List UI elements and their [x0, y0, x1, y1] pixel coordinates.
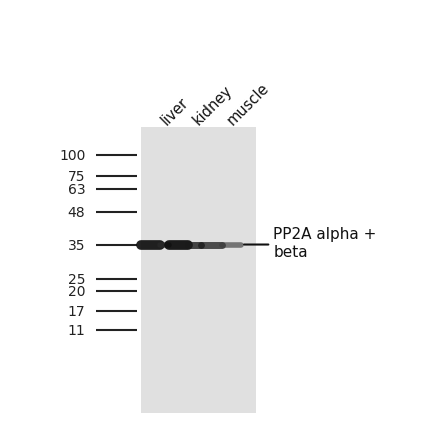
Text: 35: 35	[68, 238, 85, 252]
Text: 48: 48	[68, 205, 85, 219]
Text: kidney: kidney	[190, 83, 235, 128]
Text: PP2A alpha +
beta: PP2A alpha + beta	[273, 227, 376, 259]
Text: 75: 75	[68, 170, 85, 184]
Text: 63: 63	[68, 183, 85, 196]
Text: 20: 20	[68, 285, 85, 299]
Text: muscle: muscle	[224, 80, 271, 128]
Text: 11: 11	[67, 323, 85, 337]
Text: 17: 17	[68, 304, 85, 318]
Text: 25: 25	[68, 272, 85, 286]
Text: liver: liver	[158, 95, 191, 128]
Text: 100: 100	[59, 149, 85, 162]
Bar	[141, 128, 256, 413]
